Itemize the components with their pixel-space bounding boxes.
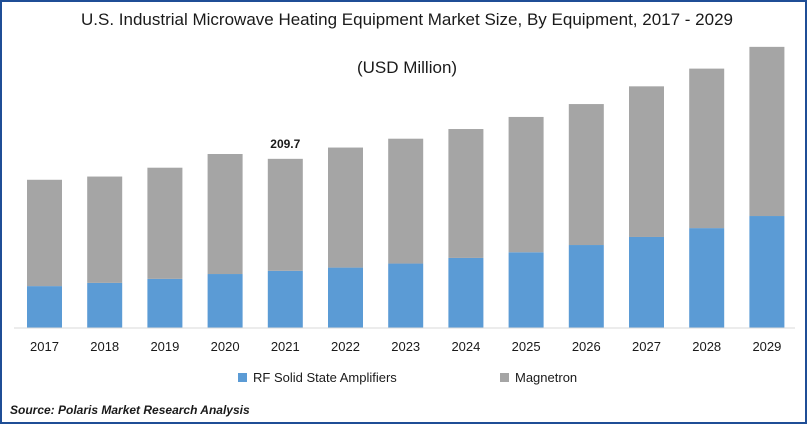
bar-rf-2027 bbox=[629, 236, 664, 328]
bar-rf-2018 bbox=[87, 282, 123, 328]
legend-label-magnetron: Magnetron bbox=[515, 370, 578, 385]
bar-magnetron-2026 bbox=[568, 104, 604, 246]
x-tick-2018: 2018 bbox=[90, 339, 119, 354]
x-tick-2023: 2023 bbox=[391, 339, 420, 354]
bar-rf-2022 bbox=[328, 267, 363, 328]
x-tick-2022: 2022 bbox=[331, 339, 360, 354]
legend: RF Solid State Amplifiers Magnetron bbox=[2, 370, 805, 390]
legend-swatch-rf bbox=[238, 373, 247, 382]
bar-rf-2017 bbox=[27, 286, 62, 328]
x-tick-2024: 2024 bbox=[451, 339, 480, 354]
x-tick-2029: 2029 bbox=[752, 339, 781, 354]
legend-item-magnetron: Magnetron bbox=[500, 370, 577, 385]
bar-magnetron-2022 bbox=[328, 147, 363, 268]
bars-group bbox=[27, 46, 785, 328]
x-tick-2027: 2027 bbox=[632, 339, 661, 354]
bar-magnetron-2017 bbox=[27, 179, 62, 287]
bar-magnetron-2027 bbox=[629, 86, 664, 237]
x-tick-2017: 2017 bbox=[30, 339, 59, 354]
source-note: Source: Polaris Market Research Analysis bbox=[10, 403, 250, 417]
x-tick-2028: 2028 bbox=[692, 339, 721, 354]
bar-magnetron-2018 bbox=[87, 176, 123, 283]
bar-rf-2028 bbox=[689, 228, 725, 328]
bar-magnetron-2019 bbox=[147, 167, 183, 279]
chart-subtitle: (USD Million) bbox=[356, 58, 458, 77]
bar-rf-2020 bbox=[207, 274, 243, 328]
legend-label-rf: RF Solid State Amplifiers bbox=[253, 370, 397, 385]
legend-item-rf: RF Solid State Amplifiers bbox=[238, 370, 397, 385]
x-tick-labels: 2017 2018 2019 2020 2021 2022 2023 2024 2025 2026… bbox=[30, 339, 781, 354]
bar-magnetron-2023 bbox=[388, 138, 424, 264]
bar-rf-2029 bbox=[749, 216, 785, 328]
x-tick-2025: 2025 bbox=[512, 339, 541, 354]
bar-rf-2019 bbox=[147, 278, 183, 328]
bar-magnetron-2021 bbox=[267, 158, 303, 271]
bar-magnetron-2020 bbox=[207, 154, 243, 275]
data-label-2021: 209.7 bbox=[270, 137, 300, 151]
x-tick-2020: 2020 bbox=[211, 339, 240, 354]
bar-magnetron-2029 bbox=[749, 46, 785, 217]
bar-rf-2021 bbox=[267, 270, 303, 328]
chart-title: U.S. Industrial Microwave Heating Equipm… bbox=[81, 10, 733, 29]
bar-rf-2023 bbox=[388, 263, 424, 328]
x-tick-2019: 2019 bbox=[150, 339, 179, 354]
bar-magnetron-2025 bbox=[508, 116, 544, 253]
data-labels: 209.7 bbox=[270, 137, 300, 151]
legend-swatch-magnetron bbox=[500, 373, 509, 382]
bar-magnetron-2028 bbox=[689, 68, 725, 229]
x-tick-2026: 2026 bbox=[572, 339, 601, 354]
x-tick-2021: 2021 bbox=[271, 339, 300, 354]
bar-rf-2024 bbox=[448, 257, 484, 328]
bar-magnetron-2024 bbox=[448, 129, 484, 258]
bar-rf-2025 bbox=[508, 252, 544, 328]
bar-rf-2026 bbox=[568, 245, 604, 328]
